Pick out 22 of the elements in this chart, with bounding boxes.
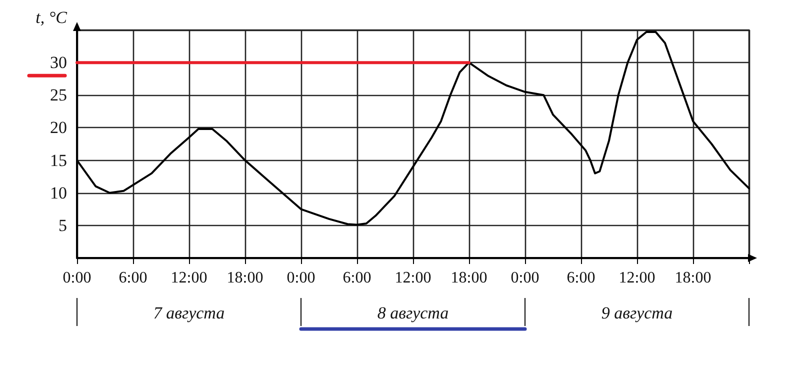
x-tick-label: 0:00 xyxy=(286,270,316,286)
x-tick-label: 0:00 xyxy=(510,270,540,286)
x-tick-label: 12:00 xyxy=(618,270,656,286)
y-tick-label: 30 xyxy=(50,53,67,72)
x-tick-label: 6:00 xyxy=(342,270,372,286)
x-tick-label: 18:00 xyxy=(674,270,712,286)
x-tick-label: 18:00 xyxy=(450,270,488,286)
y-axis-title: t, °C xyxy=(36,8,68,27)
x-tick-label: 6:00 xyxy=(118,270,148,286)
y-tick-label: 15 xyxy=(50,150,67,170)
y-tick-label: 10 xyxy=(50,183,67,202)
x-tick-label: 0:00 xyxy=(62,270,92,286)
text: 9 августа xyxy=(601,304,673,322)
y-tick-label: 20 xyxy=(50,118,67,138)
x-tick-label: 12:00 xyxy=(394,270,432,286)
y-tick-label: 25 xyxy=(50,86,67,105)
text: 7 августа xyxy=(153,304,225,322)
x-tick-label: 12:00 xyxy=(170,270,208,286)
text: 8 августа xyxy=(377,304,449,322)
x-tick-label: 18:00 xyxy=(226,270,264,286)
y-tick-label: 5 xyxy=(58,216,67,235)
x-tick-label: 6:00 xyxy=(566,270,596,286)
